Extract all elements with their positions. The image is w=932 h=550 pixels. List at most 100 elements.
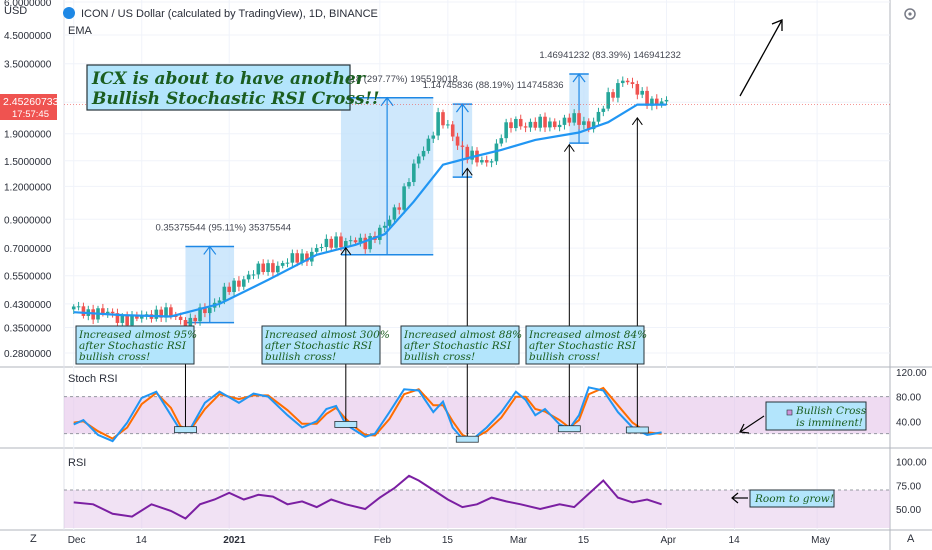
cross-marker <box>334 421 358 428</box>
candle-body <box>256 263 261 275</box>
candle-body <box>426 138 431 151</box>
callout-arrow-line <box>739 415 765 433</box>
time-tick-label: Apr <box>660 535 676 546</box>
candle-body <box>368 236 372 250</box>
candle-body <box>436 112 440 136</box>
candle-body <box>178 316 183 321</box>
candle-body <box>514 118 518 129</box>
annotation-box <box>400 325 520 365</box>
candle-body <box>159 309 163 318</box>
candle-body <box>139 314 144 319</box>
candle-body <box>105 311 110 314</box>
price-tick-label: 1.2000000 <box>4 182 52 193</box>
annotation-line: bullish cross! <box>529 351 600 363</box>
candle-body <box>620 80 625 84</box>
candle-body <box>591 121 596 130</box>
annotation-line: Increased almost 84% <box>528 329 647 341</box>
candle-body <box>504 122 508 139</box>
candle-body <box>324 238 329 248</box>
rsi-tick-label: 75.00 <box>896 481 921 492</box>
candle-body <box>538 116 542 128</box>
candle-body <box>169 307 173 316</box>
candle-body <box>280 263 285 266</box>
projection-arrow-line <box>739 19 783 97</box>
room-arrow-head <box>731 492 739 504</box>
last-price-tag <box>0 94 57 120</box>
candle-body <box>120 315 125 323</box>
measure-arrow-head <box>380 96 394 107</box>
candle-body <box>455 136 460 146</box>
candle-body <box>334 236 338 248</box>
rsi-tick-label: 100.00 <box>896 458 927 469</box>
cross-arrow-head <box>563 143 575 152</box>
candle-body <box>421 150 426 157</box>
candle-body <box>645 90 649 106</box>
candle-body <box>586 121 591 130</box>
candle-body <box>115 313 120 323</box>
measure-arrow-head <box>572 72 586 83</box>
candle-body <box>635 84 640 95</box>
candle-body <box>76 306 81 308</box>
time-tick-label: May <box>811 535 830 546</box>
stoch-d-line <box>73 386 662 441</box>
bullish-cross-line-2: is imminent! <box>796 417 863 429</box>
candle-body <box>183 320 188 327</box>
candle-body <box>237 280 241 287</box>
time-tick-label: Feb <box>374 535 392 546</box>
candle-body <box>305 253 309 262</box>
last-price-value: 2.45260733 <box>3 96 59 108</box>
candle-body <box>227 286 231 293</box>
candle-body <box>533 121 538 128</box>
price-tick-label: 0.7000000 <box>4 244 52 255</box>
time-tick-label: 15 <box>578 535 590 546</box>
annotation-line: after Stochastic RSI <box>265 340 373 352</box>
candle-body <box>460 145 465 147</box>
cross-arrow-head <box>461 167 473 176</box>
candle-body <box>251 274 256 276</box>
annotation-line: bullish cross! <box>79 351 150 363</box>
candle-body <box>664 99 669 102</box>
candle-body <box>271 263 275 273</box>
cross-arrow-head <box>340 246 352 255</box>
candle-body <box>135 314 139 319</box>
price-tick-label: 4.5000000 <box>4 31 52 42</box>
price-tick-label: 0.4300000 <box>4 300 52 311</box>
measure-boxes: 0.35375544 (95.11%) 35375544 1.95519018 (… <box>155 50 681 324</box>
annotation-line: after Stochastic RSI <box>79 340 187 352</box>
candle-body <box>499 138 504 144</box>
candle-body <box>232 280 236 293</box>
auto-scale-button[interactable]: A <box>907 533 915 545</box>
candle-body <box>548 121 552 128</box>
annotation-line: Increased almost 88% <box>403 329 522 341</box>
candle-body <box>582 121 586 125</box>
price-tick-label: 1.5000000 <box>4 157 52 168</box>
candle-body <box>416 156 421 164</box>
annotation-line: Increased almost 300% <box>264 329 390 341</box>
time-tick-label: Mar <box>510 535 528 546</box>
candle-body <box>397 207 402 210</box>
candle-body <box>241 279 246 287</box>
candle-body <box>290 253 295 263</box>
settings-gear-icon[interactable] <box>904 8 916 20</box>
candle-body <box>601 108 606 112</box>
candle-body <box>348 240 353 242</box>
chart-title: ICON / US Dollar (calculated by TradingV… <box>81 8 378 20</box>
stoch-tick-label: 80.00 <box>896 393 921 404</box>
headline-line-2: Bullish Stochastic RSI Cross!! <box>91 89 379 109</box>
annotation-box <box>261 325 381 365</box>
candle-body <box>392 207 397 220</box>
measure-arrow-head <box>203 245 217 255</box>
candle-body <box>353 240 358 243</box>
candle-body <box>101 308 105 314</box>
candle-body <box>489 161 494 163</box>
candle-body <box>450 124 455 137</box>
zoom-button[interactable]: Z <box>30 533 37 545</box>
candle-body <box>222 286 227 301</box>
candle-body <box>125 315 129 326</box>
candle-body <box>300 253 304 263</box>
candle-body <box>382 225 387 228</box>
callout-marker-icon <box>786 409 793 416</box>
candle-body <box>193 317 197 322</box>
cross-marker <box>625 426 649 434</box>
